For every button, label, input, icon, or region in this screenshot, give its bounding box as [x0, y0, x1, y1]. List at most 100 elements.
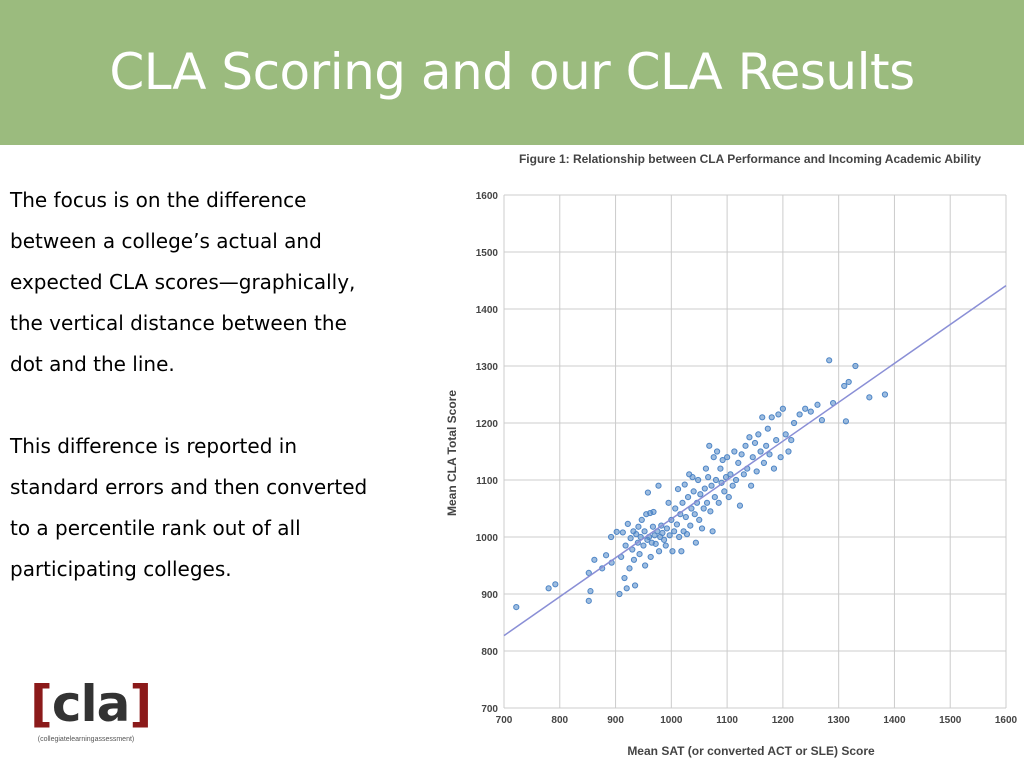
data-point: [621, 574, 628, 582]
data-point: [636, 551, 643, 558]
data-point: [746, 434, 753, 441]
y-tick-label: 1100: [476, 476, 498, 487]
data-point: [755, 431, 762, 438]
data-point: [706, 442, 713, 449]
data-point: [626, 565, 633, 572]
x-tick-label: 1600: [995, 715, 1018, 726]
data-point: [607, 533, 615, 541]
data-point: [622, 542, 629, 549]
data-point: [662, 542, 669, 549]
data-point: [513, 604, 520, 611]
data-point: [591, 556, 598, 563]
data-point: [711, 494, 718, 501]
body-text: The focus is on the difference between a…: [10, 180, 370, 590]
data-point: [679, 499, 686, 506]
data-point: [712, 476, 720, 484]
data-point: [779, 405, 786, 412]
data-point: [552, 581, 559, 588]
data-point: [736, 502, 744, 509]
data-point: [663, 525, 670, 532]
data-point: [689, 474, 696, 481]
data-point: [647, 553, 654, 561]
data-point: [676, 533, 683, 541]
data-point: [738, 451, 745, 458]
data-point: [766, 451, 773, 458]
data-point: [845, 378, 852, 386]
x-tick-label: 1200: [772, 715, 795, 726]
data-point: [613, 528, 620, 535]
data-point: [602, 552, 610, 559]
y-tick-label: 900: [481, 590, 498, 601]
logo-bracket-right: ]: [129, 675, 152, 733]
data-point: [842, 418, 850, 425]
data-point: [807, 408, 814, 415]
data-point: [725, 494, 732, 501]
data-point: [818, 417, 826, 424]
data-point: [826, 357, 833, 364]
y-tick-label: 1200: [476, 419, 499, 430]
data-point: [650, 508, 657, 516]
data-point: [724, 454, 731, 461]
data-point: [674, 486, 682, 493]
data-point: [671, 528, 678, 535]
data-point: [701, 485, 708, 492]
data-point: [841, 382, 848, 390]
data-point: [673, 521, 681, 528]
data-point: [866, 394, 873, 401]
slide-title: CLA Scoring and our CLA Results: [109, 43, 915, 101]
data-point: [545, 585, 552, 592]
data-point: [627, 535, 634, 542]
data-point: [624, 520, 631, 527]
data-point: [697, 491, 704, 498]
x-tick-label: 1000: [660, 715, 683, 726]
data-point: [790, 419, 798, 427]
data-point: [814, 401, 821, 408]
scatter-chart-svg: Figure 1: Relationship between CLA Perfo…: [445, 152, 1018, 758]
data-point: [635, 523, 642, 530]
y-tick-label: 1600: [476, 191, 499, 202]
data-point: [702, 465, 710, 472]
data-point: [652, 540, 659, 547]
data-point: [688, 505, 695, 512]
scatter-chart: Figure 1: Relationship between CLA Perfo…: [436, 145, 1024, 765]
data-point: [740, 471, 747, 478]
y-tick-label: 1300: [476, 362, 499, 373]
data-point: [777, 454, 784, 461]
data-point: [708, 482, 715, 489]
data-point: [678, 548, 685, 555]
data-point: [735, 459, 742, 466]
data-point: [719, 456, 726, 464]
data-point: [788, 437, 795, 444]
data-point: [692, 539, 699, 546]
data-point: [616, 590, 623, 598]
data-point: [655, 548, 663, 555]
data-point: [722, 474, 730, 481]
trend-line: [503, 285, 1007, 637]
cla-logo-mark: [cla]: [30, 674, 152, 734]
data-point: [721, 488, 728, 495]
x-tick-label: 1100: [716, 715, 738, 726]
data-point: [684, 494, 692, 501]
chart-title: Figure 1: Relationship between CLA Perfo…: [519, 152, 981, 166]
data-point: [700, 505, 707, 512]
data-point: [796, 411, 803, 418]
data-point: [682, 513, 689, 521]
y-tick-label: 700: [481, 704, 498, 715]
data-point: [732, 476, 740, 484]
data-point: [659, 529, 666, 537]
y-tick-label: 1400: [476, 305, 499, 316]
data-point: [751, 439, 759, 447]
data-point: [644, 489, 652, 496]
x-tick-label: 800: [551, 715, 568, 726]
data-point: [775, 411, 782, 418]
data-point: [631, 582, 639, 589]
data-point: [753, 468, 760, 475]
data-point: [710, 454, 717, 461]
data-point: [707, 508, 714, 515]
y-tick-label: 1000: [476, 533, 499, 544]
data-point: [782, 431, 789, 438]
data-point: [768, 414, 775, 421]
data-point: [715, 499, 722, 506]
data-point: [690, 488, 697, 495]
data-point: [666, 532, 673, 539]
